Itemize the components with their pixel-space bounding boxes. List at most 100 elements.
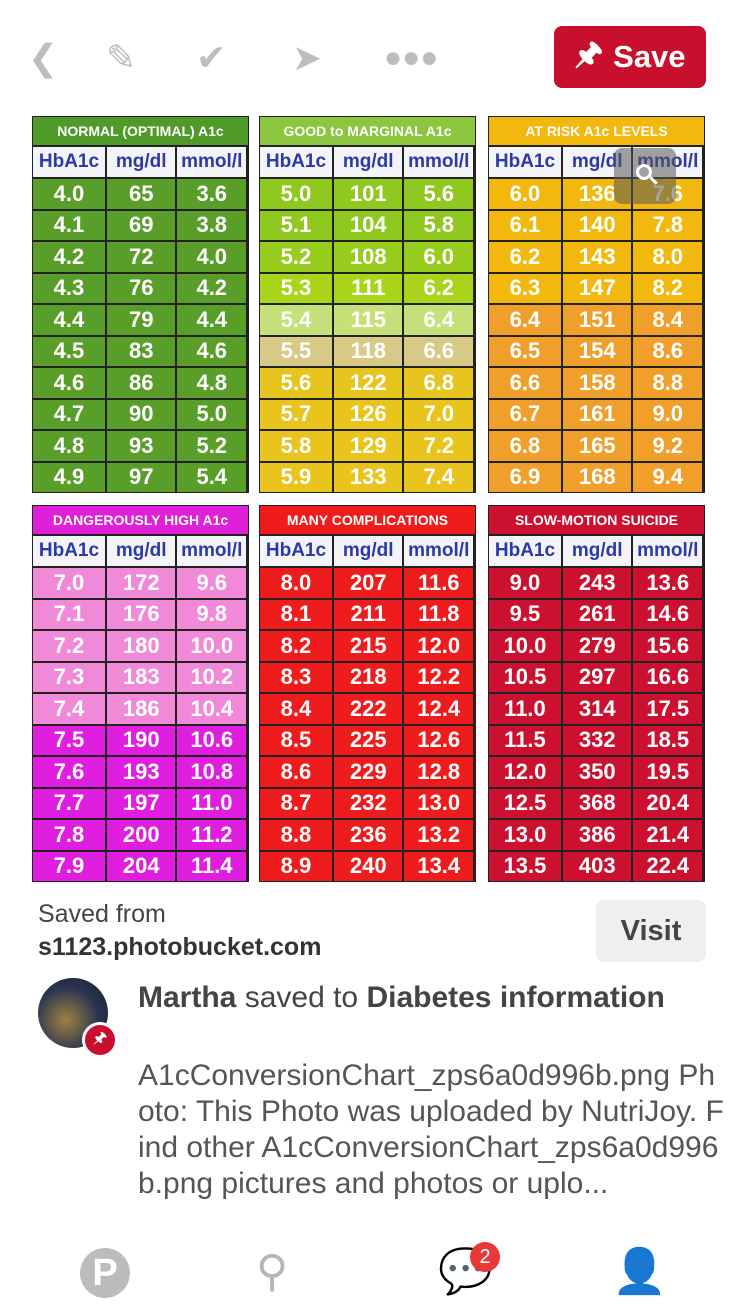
table-cell: 6.8	[489, 431, 563, 461]
table-row: 8.0 207 11.6	[260, 566, 476, 598]
table-cell: 6.8	[404, 368, 476, 398]
table-cell: 5.0	[177, 399, 249, 429]
edit-pencil-icon[interactable]: ✎	[106, 37, 137, 78]
table-cell: 229	[334, 757, 405, 787]
table-cell: 147	[563, 273, 634, 303]
table-row: 8.7 232 13.0	[260, 786, 476, 818]
table-cell: 5.6	[404, 179, 476, 209]
saved-from-label: Saved from	[38, 900, 166, 928]
table-row: 6.9 168 9.4	[489, 460, 705, 492]
search-icon[interactable]: ⚲	[256, 1247, 289, 1296]
table-row: 8.1 211 11.8	[260, 597, 476, 629]
table-row: 5.5 118 6.6	[260, 334, 476, 366]
home-pinterest-icon[interactable]: P	[80, 1248, 130, 1298]
table-row: 5.8 129 7.2	[260, 429, 476, 461]
table-cell: 8.6	[633, 336, 705, 366]
table-cell: 207	[334, 568, 405, 598]
checkmark-icon[interactable]: ✔	[196, 37, 227, 78]
column-header: mg/dl	[334, 536, 405, 566]
board-name-link[interactable]: Diabetes information	[366, 981, 665, 1014]
table-cell: 403	[563, 851, 634, 881]
table-cell: 350	[563, 757, 634, 787]
panel-title: SLOW-MOTION SUICIDE	[489, 506, 704, 536]
a1c-chart-image[interactable]: NORMAL (OPTIMAL) A1c HbA1c mg/dl mmol/l 4.0 6…	[30, 114, 706, 884]
table-row: 6.3 147 8.2	[489, 271, 705, 303]
table-cell: 7.6	[33, 757, 107, 787]
table-cell: 10.8	[177, 757, 249, 787]
table-cell: 7.0	[33, 568, 107, 598]
table-row: 8.6 229 12.8	[260, 755, 476, 787]
user-name-link[interactable]: Martha	[138, 981, 237, 1014]
table-cell: 143	[563, 242, 634, 272]
more-icon[interactable]: ●●●	[384, 41, 439, 74]
table-row: 7.6 193 10.8	[33, 755, 249, 787]
table-cell: 5.4	[177, 462, 249, 492]
table-row: 10.5 297 16.6	[489, 660, 705, 692]
table-cell: 6.2	[489, 242, 563, 272]
back-icon[interactable]: ❮	[28, 37, 59, 78]
table-row: 7.9 204 11.4	[33, 849, 249, 881]
table-cell: 11.4	[177, 851, 249, 881]
table-cell: 186	[107, 694, 178, 724]
table-cell: 5.6	[260, 368, 334, 398]
table-cell: 8.0	[633, 242, 705, 272]
table-cell: 76	[107, 273, 178, 303]
table-cell: 261	[563, 599, 634, 629]
table-row: 4.0 65 3.6	[33, 177, 249, 209]
table-cell: 4.3	[33, 273, 107, 303]
table-cell: 86	[107, 368, 178, 398]
table-cell: 151	[563, 305, 634, 335]
table-cell: 108	[334, 242, 405, 272]
table-cell: 180	[107, 631, 178, 661]
table-cell: 161	[563, 399, 634, 429]
table-cell: 332	[563, 725, 634, 755]
table-cell: 16.6	[633, 662, 705, 692]
column-header: HbA1c	[260, 536, 334, 566]
visual-search-icon[interactable]	[614, 148, 676, 204]
table-cell: 6.0	[489, 179, 563, 209]
profile-icon[interactable]: 👤	[612, 1247, 667, 1296]
panel-2: GOOD to MARGINAL A1c HbA1c mg/dl mmol/l 5.0 1…	[259, 116, 476, 493]
table-cell: 4.5	[33, 336, 107, 366]
table-cell: 13.4	[404, 851, 476, 881]
table-cell: 158	[563, 368, 634, 398]
panel-title: GOOD to MARGINAL A1c	[260, 117, 475, 147]
table-row: 4.9 97 5.4	[33, 460, 249, 492]
table-cell: 126	[334, 399, 405, 429]
table-cell: 8.4	[260, 694, 334, 724]
table-cell: 4.4	[177, 305, 249, 335]
table-cell: 10.6	[177, 725, 249, 755]
table-cell: 15.6	[633, 631, 705, 661]
column-header: HbA1c	[33, 147, 107, 177]
visit-button[interactable]: Visit	[596, 900, 706, 962]
table-cell: 368	[563, 788, 634, 818]
send-icon[interactable]: ➤	[292, 37, 323, 78]
source-domain-link[interactable]: s1123.photobucket.com	[38, 933, 322, 961]
table-row: 5.0 101 5.6	[260, 177, 476, 209]
table-cell: 4.2	[177, 273, 249, 303]
table-cell: 19.5	[633, 757, 705, 787]
table-row: 6.4 151 8.4	[489, 303, 705, 335]
table-row: 4.8 93 5.2	[33, 429, 249, 461]
column-header: mmol/l	[404, 536, 476, 566]
table-cell: 7.0	[404, 399, 476, 429]
table-row: 5.4 115 6.4	[260, 303, 476, 335]
table-row: 8.8 236 13.2	[260, 818, 476, 850]
save-label: Save	[613, 39, 686, 74]
table-row: 6.5 154 8.6	[489, 334, 705, 366]
table-row: 4.2 72 4.0	[33, 240, 249, 272]
table-cell: 11.5	[489, 725, 563, 755]
save-button[interactable]: 🖈 Save	[554, 26, 706, 88]
table-row: 13.0 386 21.4	[489, 818, 705, 850]
table-cell: 5.8	[260, 431, 334, 461]
panel-title: NORMAL (OPTIMAL) A1c	[33, 117, 248, 147]
table-row: 5.1 104 5.8	[260, 208, 476, 240]
table-cell: 13.0	[404, 788, 476, 818]
table-cell: 11.2	[177, 820, 249, 850]
table-cell: 12.4	[404, 694, 476, 724]
table-cell: 9.0	[489, 568, 563, 598]
table-cell: 5.8	[404, 210, 476, 240]
